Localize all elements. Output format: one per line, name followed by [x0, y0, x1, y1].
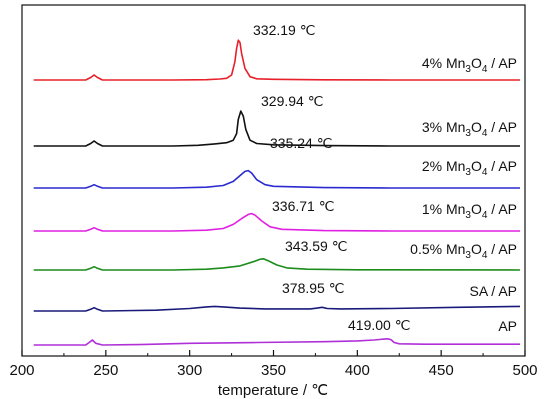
series-name-label: 1% Mn3O4 / AP — [422, 201, 517, 221]
x-tick-label: 300 — [177, 362, 202, 379]
series-name-label: 0.5% Mn3O4 / AP — [410, 241, 517, 261]
peak-temperature-label: 335.24 ℃ — [270, 135, 332, 151]
peak-temperature-label: 336.71 ℃ — [272, 198, 334, 214]
x-tick-label: 250 — [93, 362, 118, 379]
peak-temperature-label: 419.00 ℃ — [348, 317, 410, 333]
series-line — [33, 305, 521, 312]
series-line — [33, 258, 521, 271]
peak-temperature-label: 329.94 ℃ — [261, 93, 323, 109]
series-line — [33, 39, 520, 81]
x-tick-label: 200 — [9, 362, 34, 379]
x-tick-label: 500 — [512, 362, 537, 379]
series-line — [33, 212, 520, 232]
x-axis-title: temperature / ℃ — [218, 382, 328, 399]
series-name-label: 3% Mn3O4 / AP — [422, 119, 517, 139]
series-line — [33, 110, 520, 147]
x-tick-label: 450 — [429, 362, 454, 379]
x-axis-ticks — [21, 350, 526, 356]
series-name-label: AP — [498, 318, 517, 334]
series-name-label: 2% Mn3O4 / AP — [422, 158, 517, 178]
peak-temperature-label: 343.59 ℃ — [285, 238, 347, 254]
series-name-label: 4% Mn3O4 / AP — [422, 55, 517, 75]
series-layer: 332.19 ℃ 4% Mn3O4 / AP 329.94 ℃ 3% Mn3O4 / … — [33, 22, 521, 346]
x-tick-label: 400 — [345, 362, 370, 379]
series-name-label: SA / AP — [470, 283, 517, 299]
series-line — [33, 169, 520, 189]
peak-temperature-label: 332.19 ℃ — [253, 22, 315, 38]
peak-temperature-label: 378.95 ℃ — [282, 280, 344, 296]
series-line — [33, 338, 520, 346]
x-axis-tick-labels: 200 250 300 350 400 450 500 — [9, 362, 537, 379]
x-tick-label: 350 — [261, 362, 286, 379]
